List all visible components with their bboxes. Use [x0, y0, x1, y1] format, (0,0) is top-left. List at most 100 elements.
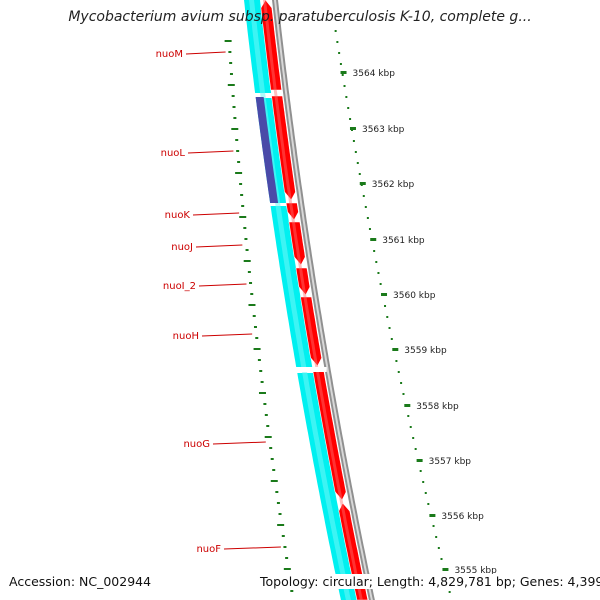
scale-tick [358, 173, 361, 175]
gc-content-tick [283, 546, 287, 548]
scale-tick [364, 206, 367, 208]
gc-content-tick [239, 216, 247, 218]
gc-content-tick [264, 414, 268, 416]
scale-tick [336, 41, 339, 43]
scale-label: 3559 kbp [404, 346, 447, 356]
gene-label-leader [223, 546, 281, 550]
scale-major-tick [340, 71, 347, 74]
scale-major-tick [349, 127, 356, 130]
gc-content-tick [235, 139, 239, 141]
scale-major-tick [359, 182, 366, 185]
gene-label: nuoG [183, 439, 210, 450]
scale-tick [368, 228, 371, 230]
scale-label: 3557 kbp [429, 457, 472, 467]
scale-major-tick [392, 348, 399, 351]
scale-tick [412, 437, 415, 439]
scale-tick [448, 591, 451, 593]
gc-content-tick [232, 106, 236, 108]
gene-label-leader [187, 150, 234, 154]
accession-label: Accession: NC_002944 [9, 574, 152, 589]
gene-label-leader [201, 333, 253, 337]
gene-label: nuoM [156, 49, 183, 60]
highlighted-feature [255, 97, 279, 203]
scale-major-tick [416, 459, 423, 462]
scale-tick [373, 250, 376, 252]
scale-tick [414, 448, 417, 450]
scale-label: 3561 kbp [382, 236, 425, 246]
reverse-cds-feature [300, 296, 323, 367]
gc-content-tick [264, 436, 272, 438]
gc-content-tick [243, 227, 247, 229]
scale-tick [440, 558, 443, 560]
scale-major-tick [381, 293, 388, 296]
strand-gap [294, 367, 327, 372]
gc-content-tick [231, 128, 239, 130]
gc-content-tick [239, 183, 243, 185]
gc-content-tick [272, 469, 276, 471]
scale-tick [343, 85, 346, 87]
gc-content-tick [224, 40, 232, 42]
gene-label: nuoL [161, 148, 186, 159]
gc-content-tick [229, 73, 233, 75]
scale-label: 3560 kbp [393, 291, 436, 301]
scale-tick [354, 151, 357, 153]
scale-major-tick [442, 568, 449, 571]
gene-label: nuoJ [171, 242, 193, 253]
scale-tick [341, 74, 344, 76]
gc-content-tick [228, 51, 232, 53]
scale-tick [407, 415, 410, 417]
scale-tick [419, 470, 422, 472]
gc-content-tick [235, 172, 243, 174]
gene-label: nuoF [196, 544, 221, 555]
scale-label: 3555 kbp [454, 566, 497, 576]
gc-content-tick [258, 392, 266, 394]
scale-tick [339, 63, 342, 65]
scale-tick [377, 272, 380, 274]
scale-tick [366, 217, 369, 219]
reverse-cds-feature [285, 202, 299, 221]
gc-content-tick [229, 62, 233, 64]
scale-tick [349, 118, 352, 120]
gene-label-leader [212, 441, 266, 445]
reverse-cds-feature [271, 95, 296, 201]
gc-content-tick [248, 304, 256, 306]
gc-content-tick [227, 84, 235, 86]
gene-label: nuoK [165, 210, 191, 221]
reverse-cds-feature [260, 0, 283, 91]
gc-content-tick [275, 491, 279, 493]
gc-content-tick [245, 249, 249, 251]
reverse-cds-shading [263, 0, 363, 600]
topology-info: Topology: circular; Length: 4,829,781 bp… [260, 574, 600, 589]
gc-content-tick [249, 282, 253, 284]
scale-label: 3556 kbp [441, 512, 484, 522]
gc-content-tick [247, 271, 251, 273]
gc-content-tick [277, 524, 285, 526]
gene-label: nuoH [173, 331, 199, 342]
gc-content-tick [281, 535, 285, 537]
scale-tick [395, 360, 398, 362]
gc-content-tick [250, 293, 254, 295]
gc-content-tick [241, 205, 245, 207]
map-title: Mycobacterium avium subsp. paratuberculo… [68, 9, 532, 25]
gc-content-tick [260, 381, 264, 383]
gc-content-tick [285, 557, 289, 559]
scale-tick [347, 107, 350, 109]
gene-label: nuoI_2 [163, 281, 196, 292]
reverse-cds-feature [288, 221, 306, 266]
scale-tick [345, 96, 348, 98]
gc-content-tick [276, 502, 280, 504]
scale-tick [435, 536, 438, 538]
scale-tick [402, 393, 405, 395]
gene-label-leader [192, 212, 240, 216]
scale-tick [432, 525, 435, 527]
scale-tick [400, 382, 403, 384]
scale-tick [384, 305, 387, 307]
gc-content-tick [240, 194, 244, 196]
scale-tick [379, 283, 382, 285]
scale-major-tick [429, 514, 436, 517]
scale-tick [409, 426, 412, 428]
gc-content-tick [253, 326, 257, 328]
scale-tick [390, 338, 393, 340]
gc-content-tick [236, 150, 240, 152]
